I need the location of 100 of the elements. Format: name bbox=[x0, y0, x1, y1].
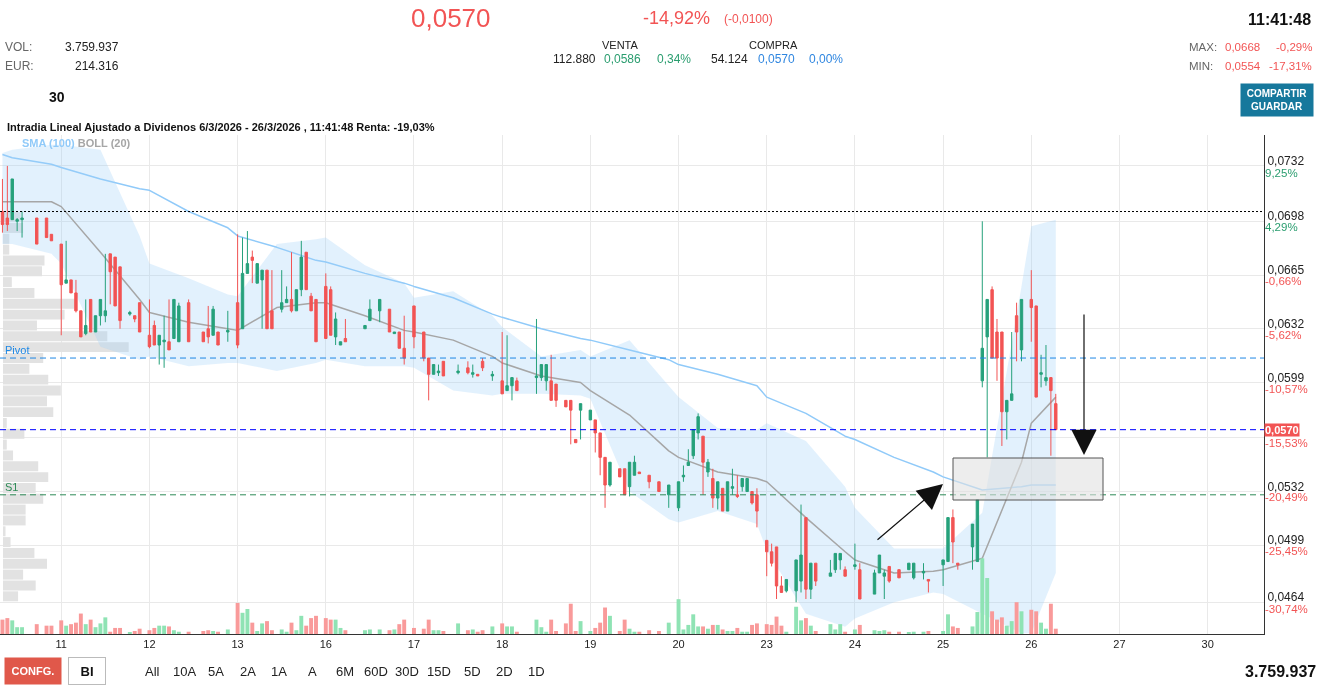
bar bbox=[813, 630, 818, 634]
bar bbox=[622, 619, 627, 634]
x-tick-label: 26 bbox=[1025, 638, 1038, 651]
x-tick-label: 19 bbox=[584, 638, 597, 651]
bar bbox=[392, 629, 397, 634]
bar bbox=[578, 621, 583, 634]
text: 5A bbox=[208, 664, 225, 679]
x-tick-label: 11 bbox=[55, 638, 67, 651]
text: CONFG. bbox=[11, 665, 55, 677]
text: 1D bbox=[528, 664, 545, 679]
bar bbox=[666, 622, 671, 634]
bar bbox=[201, 630, 206, 634]
text: 214.316 bbox=[75, 59, 119, 73]
x-tick-label: 18 bbox=[496, 638, 509, 651]
text: 2D bbox=[496, 664, 513, 679]
bar bbox=[250, 622, 255, 634]
x-tick-label: 23 bbox=[760, 638, 773, 651]
bar bbox=[754, 623, 759, 634]
bar bbox=[794, 606, 799, 634]
bar bbox=[627, 628, 632, 634]
text: 5D bbox=[464, 664, 481, 679]
text: 0,0554 bbox=[1225, 60, 1261, 72]
text: 11:41:48 bbox=[1248, 11, 1312, 28]
bar bbox=[1029, 609, 1034, 634]
y-tick-label: 0,0732 bbox=[1267, 154, 1305, 169]
bar bbox=[828, 624, 833, 634]
bar bbox=[470, 629, 475, 634]
bar bbox=[367, 629, 372, 634]
text: BI bbox=[80, 663, 94, 679]
text: 10A bbox=[173, 664, 197, 679]
bar bbox=[593, 627, 598, 634]
text: 0,0586 bbox=[604, 52, 642, 66]
bar bbox=[990, 611, 995, 634]
bar bbox=[211, 630, 216, 634]
x-tick-label: 25 bbox=[936, 638, 950, 651]
bar bbox=[343, 630, 348, 634]
x-tick-label: 13 bbox=[231, 638, 244, 651]
bar bbox=[1039, 622, 1044, 634]
text: 0,0668 bbox=[1225, 41, 1261, 53]
bar bbox=[877, 630, 882, 634]
bar bbox=[808, 625, 813, 634]
text: COMPRA bbox=[749, 39, 798, 51]
bar bbox=[137, 628, 142, 634]
y2-tick-label: -15,53% bbox=[1265, 436, 1308, 449]
bar bbox=[705, 628, 710, 634]
text: VOL: bbox=[5, 40, 33, 54]
bar bbox=[0, 619, 5, 634]
text: -14,92% bbox=[643, 8, 711, 28]
y-tick-label: 0,0599 bbox=[1267, 370, 1305, 385]
bar bbox=[505, 626, 510, 634]
bar bbox=[44, 625, 49, 634]
text: 0,34% bbox=[657, 52, 692, 66]
y2-tick-label: -10,57% bbox=[1265, 382, 1308, 395]
text: 1A bbox=[271, 664, 288, 679]
text: 15D bbox=[427, 664, 451, 679]
bar bbox=[549, 619, 554, 634]
bar bbox=[456, 623, 461, 634]
text: 30 bbox=[49, 89, 65, 105]
bar bbox=[735, 627, 740, 634]
text: COMPARTIR GUARDAR bbox=[1246, 88, 1308, 112]
bar bbox=[1014, 602, 1019, 634]
text: EUR: bbox=[5, 59, 34, 73]
text: BOLL (20) bbox=[77, 137, 131, 149]
bar bbox=[64, 625, 69, 634]
bar bbox=[397, 624, 402, 634]
bar bbox=[59, 620, 64, 634]
bar bbox=[328, 619, 333, 634]
text: 0,0570 bbox=[758, 52, 796, 66]
text: -17,31% bbox=[1269, 60, 1312, 72]
bar bbox=[730, 630, 735, 634]
y2-tick-label: -5,62% bbox=[1265, 328, 1302, 341]
annotation: 0,0570 bbox=[1265, 424, 1299, 436]
bar bbox=[701, 626, 705, 634]
bar bbox=[490, 626, 495, 634]
series-label: SMA (100) bbox=[22, 137, 76, 149]
bar bbox=[607, 615, 612, 634]
text: (-0,0100) bbox=[724, 12, 773, 26]
text: 0,0570 bbox=[411, 3, 491, 33]
bar bbox=[803, 618, 808, 634]
x-tick-label: 27 bbox=[1113, 638, 1126, 651]
bar bbox=[431, 630, 436, 634]
x-tick-label: 30 bbox=[1201, 638, 1214, 651]
y2-tick-label: 9,25% bbox=[1265, 166, 1298, 179]
bar bbox=[225, 629, 230, 634]
bar bbox=[647, 630, 652, 634]
text: 112.880 bbox=[553, 52, 596, 66]
x-tick-label: 12 bbox=[143, 638, 156, 651]
bar bbox=[955, 627, 960, 634]
text: VENTA bbox=[602, 39, 639, 51]
text: All bbox=[145, 664, 160, 679]
y-tick-label: 0,0464 bbox=[1267, 590, 1305, 605]
bar bbox=[78, 613, 83, 634]
bar bbox=[441, 630, 446, 634]
bar bbox=[465, 630, 470, 634]
text: 3.759.937 bbox=[1245, 663, 1317, 680]
text: 60D bbox=[364, 664, 388, 679]
x-tick-label: 16 bbox=[319, 638, 332, 651]
y-tick-label: 0,0632 bbox=[1267, 316, 1305, 331]
chart-title: Intradia Lineal Ajustado a Dividenos 6/3/2026 - 26/3/2026 , 11:41:48 Renta: -19,03% bbox=[7, 121, 435, 133]
text: A bbox=[308, 664, 317, 679]
